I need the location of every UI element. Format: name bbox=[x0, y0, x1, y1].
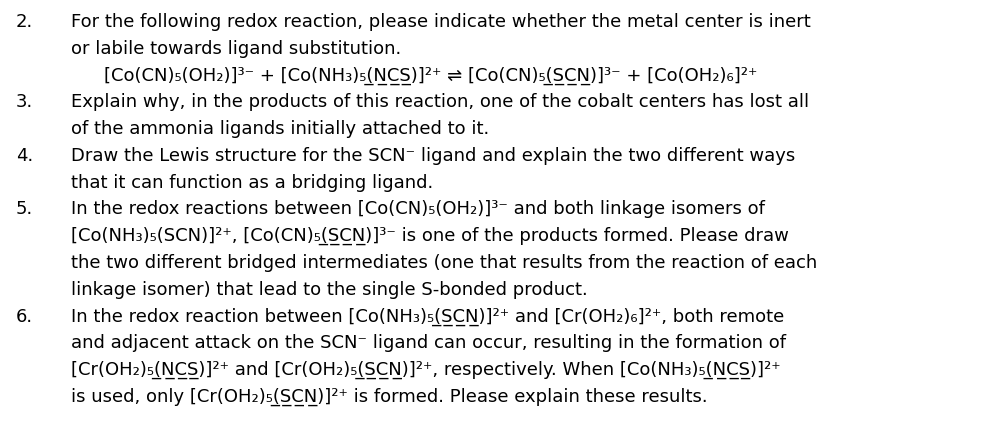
Text: linkage isomer) that lead to the single S-bonded product.: linkage isomer) that lead to the single … bbox=[71, 281, 588, 299]
Text: [Cr(OH₂)₅(̲N̲C̲S̲)]²⁺ and [Cr(OH₂)₅(̲S̲C̲N̲)]²⁺, respectively. When [Co(NH₃)₅(̲N: [Cr(OH₂)₅(̲N̲C̲S̲)]²⁺ and [Cr(OH₂)₅(̲S̲C… bbox=[71, 361, 781, 379]
Text: In the redox reaction between [Co(NH₃)₅(̲S̲C̲N̲)]²⁺ and [Cr(OH₂)₆]²⁺, both remot: In the redox reaction between [Co(NH₃)₅(… bbox=[71, 308, 784, 326]
Text: the two different bridged intermediates (one that results from the reaction of e: the two different bridged intermediates … bbox=[71, 254, 817, 272]
Text: and adjacent attack on the SCN⁻ ligand can occur, resulting in the formation of: and adjacent attack on the SCN⁻ ligand c… bbox=[71, 334, 786, 353]
Text: 5.: 5. bbox=[16, 200, 33, 219]
Text: In the redox reactions between [Co(CN)₅(OH₂)]³⁻ and both linkage isomers of: In the redox reactions between [Co(CN)₅(… bbox=[71, 200, 765, 219]
Text: or labile towards ligand substitution.: or labile towards ligand substitution. bbox=[71, 40, 401, 58]
Text: that it can function as a bridging ligand.: that it can function as a bridging ligan… bbox=[71, 174, 433, 192]
Text: 2.: 2. bbox=[16, 13, 33, 31]
Text: [Co(CN)₅(OH₂)]³⁻ + [Co(NH₃)₅(̲N̲C̲S̲)]²⁺ ⇌ [Co(CN)₅(̲S̲C̲N̲)]³⁻ + [Co(OH₂)₆]²⁺: [Co(CN)₅(OH₂)]³⁻ + [Co(NH₃)₅(̲N̲C̲S̲)]²⁺… bbox=[104, 67, 757, 85]
Text: is used, only [Cr(OH₂)₅(̲S̲C̲N̲)]²⁺ is formed. Please explain these results.: is used, only [Cr(OH₂)₅(̲S̲C̲N̲)]²⁺ is f… bbox=[71, 388, 708, 406]
Text: Explain why, in the products of this reaction, one of the cobalt centers has los: Explain why, in the products of this rea… bbox=[71, 93, 810, 111]
Text: [Co(NH₃)₅(SCN)]²⁺, [Co(CN)₅(̲S̲C̲N̲)]³⁻ is one of the products formed. Please dr: [Co(NH₃)₅(SCN)]²⁺, [Co(CN)₅(̲S̲C̲N̲)]³⁻ … bbox=[71, 227, 789, 245]
Text: For the following redox reaction, please indicate whether the metal center is in: For the following redox reaction, please… bbox=[71, 13, 810, 31]
Text: 3.: 3. bbox=[16, 93, 33, 111]
Text: Draw the Lewis structure for the SCN⁻ ligand and explain the two different ways: Draw the Lewis structure for the SCN⁻ li… bbox=[71, 147, 796, 165]
Text: of the ammonia ligands initially attached to it.: of the ammonia ligands initially attache… bbox=[71, 120, 489, 138]
Text: 6.: 6. bbox=[16, 308, 33, 326]
Text: 4.: 4. bbox=[16, 147, 33, 165]
